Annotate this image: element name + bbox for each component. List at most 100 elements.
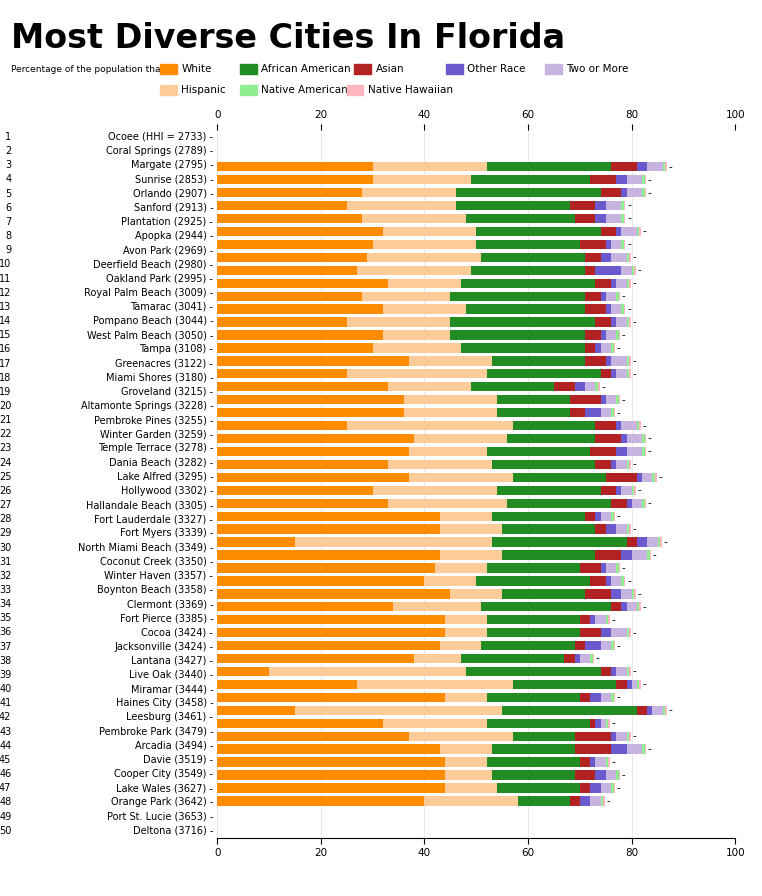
Bar <box>629 731 631 741</box>
Text: 25: 25 <box>0 472 11 482</box>
Bar <box>491 512 585 521</box>
Bar <box>388 460 491 470</box>
Bar <box>647 706 652 715</box>
Bar <box>445 757 487 767</box>
Bar <box>217 615 445 625</box>
Text: 17: 17 <box>0 358 11 368</box>
Text: African American: African American <box>261 64 351 74</box>
Bar <box>606 357 611 366</box>
Bar <box>611 667 616 676</box>
Bar <box>619 771 620 780</box>
Bar <box>626 279 629 288</box>
Bar <box>217 498 388 508</box>
Text: 47: 47 <box>0 783 11 793</box>
Text: -: - <box>632 731 636 741</box>
Bar <box>487 564 580 573</box>
Bar <box>445 693 487 702</box>
Text: -: - <box>627 213 631 223</box>
Text: 41: 41 <box>0 698 11 708</box>
Bar <box>487 615 580 625</box>
Bar <box>616 771 619 780</box>
Bar <box>445 628 487 637</box>
Bar <box>616 421 621 430</box>
Text: 34: 34 <box>0 599 11 609</box>
Text: -: - <box>616 512 620 521</box>
Text: -: - <box>637 265 641 275</box>
Bar <box>591 797 600 806</box>
Bar <box>621 550 632 560</box>
Text: -: - <box>607 796 610 806</box>
Bar <box>595 382 598 392</box>
Bar <box>585 512 595 521</box>
Bar <box>629 524 631 534</box>
Bar <box>440 550 502 560</box>
Bar <box>645 745 646 754</box>
Bar <box>217 628 445 637</box>
Bar <box>373 486 497 495</box>
Text: -: - <box>648 175 652 185</box>
Text: Port St. Lucie (3653) -: Port St. Lucie (3653) - <box>107 812 213 822</box>
Text: -: - <box>648 434 652 444</box>
Bar <box>217 512 440 521</box>
Bar <box>217 253 367 262</box>
Text: Pompano Beach (3044) -: Pompano Beach (3044) - <box>93 316 213 326</box>
Bar <box>497 783 580 793</box>
Text: 14: 14 <box>0 316 11 326</box>
Bar <box>456 188 600 197</box>
Text: 43: 43 <box>0 727 11 737</box>
Text: 44: 44 <box>0 741 11 751</box>
Text: Cocoa (3424) -: Cocoa (3424) - <box>142 627 213 637</box>
Bar <box>217 357 409 366</box>
Bar <box>626 447 642 456</box>
Bar <box>357 680 513 689</box>
Text: -: - <box>648 446 652 456</box>
Bar <box>624 240 626 249</box>
Bar <box>404 395 497 404</box>
Bar <box>642 175 645 185</box>
Bar <box>637 602 639 611</box>
Bar <box>217 382 388 392</box>
Bar <box>613 408 615 418</box>
Bar <box>611 783 613 793</box>
Text: Tamarac (3041) -: Tamarac (3041) - <box>130 302 213 312</box>
Text: Pembroke Park (3479) -: Pembroke Park (3479) - <box>99 727 213 737</box>
Bar <box>217 201 347 211</box>
Bar <box>642 473 652 482</box>
Bar <box>626 317 629 327</box>
Text: 22: 22 <box>0 429 11 439</box>
Bar <box>616 524 626 534</box>
Bar <box>606 214 621 223</box>
Text: 2: 2 <box>5 146 11 156</box>
Bar <box>440 745 491 754</box>
Bar <box>217 745 440 754</box>
Bar <box>217 757 445 767</box>
Bar <box>645 434 646 444</box>
Bar <box>409 473 513 482</box>
Bar <box>621 188 626 197</box>
Bar <box>639 602 641 611</box>
Bar <box>217 576 424 586</box>
Bar <box>606 615 608 625</box>
Text: -: - <box>622 395 626 405</box>
Text: -: - <box>622 563 626 573</box>
Bar <box>217 408 404 418</box>
Bar <box>461 343 585 353</box>
Bar <box>613 783 615 793</box>
Bar <box>217 447 409 456</box>
Text: Apopka (2944) -: Apopka (2944) - <box>135 231 213 241</box>
Text: Most Diverse Cities In Florida: Most Diverse Cities In Florida <box>11 22 565 56</box>
Bar <box>565 654 575 663</box>
Text: Fort Myers (3339) -: Fort Myers (3339) - <box>120 529 213 538</box>
Bar <box>600 564 606 573</box>
Bar <box>629 317 631 327</box>
Bar <box>591 783 600 793</box>
Bar <box>611 731 616 741</box>
Bar <box>621 240 624 249</box>
Bar <box>409 357 491 366</box>
Bar <box>595 512 600 521</box>
Text: Asian: Asian <box>376 64 405 74</box>
Text: -: - <box>616 408 620 418</box>
Bar <box>600 253 611 262</box>
Bar <box>591 757 595 767</box>
Text: Live Oak (3440) -: Live Oak (3440) - <box>129 670 213 680</box>
